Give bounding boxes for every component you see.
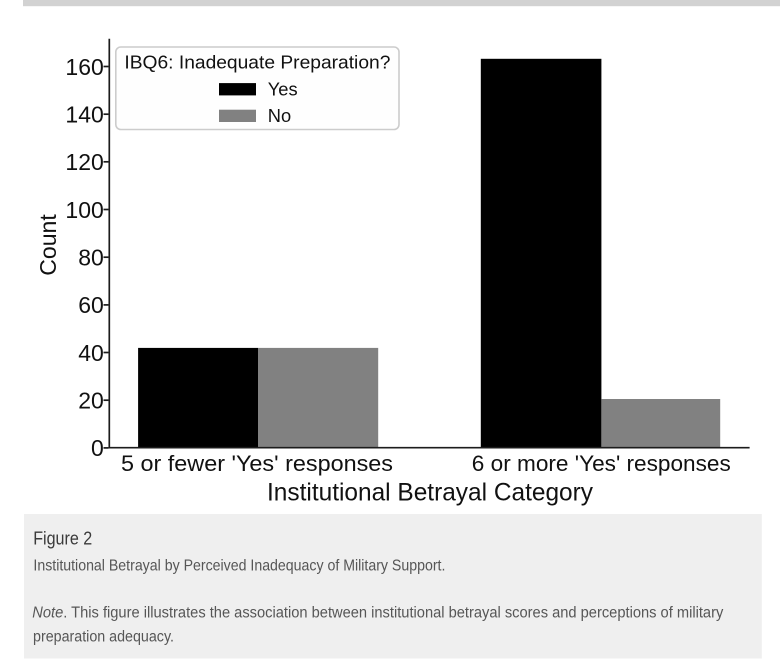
svg-text:IBQ6: Inadequate Preparation?: IBQ6: Inadequate Preparation?: [124, 52, 390, 73]
svg-text:6 or more 'Yes' responses: 6 or more 'Yes' responses: [472, 451, 731, 476]
svg-text:No: No: [268, 105, 291, 126]
svg-text:20: 20: [78, 387, 104, 413]
svg-text:preparation adequacy.: preparation adequacy.: [33, 629, 174, 646]
svg-text:40: 40: [78, 340, 104, 366]
svg-text:Institutional Betrayal by Perc: Institutional Betrayal by Perceived Inad…: [33, 558, 445, 575]
svg-text:5 or fewer 'Yes' responses: 5 or fewer 'Yes' responses: [121, 451, 393, 476]
svg-text:140: 140: [65, 101, 103, 127]
svg-text:60: 60: [78, 292, 104, 318]
svg-text:100: 100: [65, 197, 103, 223]
svg-text:Figure 2: Figure 2: [33, 529, 92, 549]
svg-text:Count: Count: [35, 214, 61, 276]
svg-text:Institutional Betrayal Categor: Institutional Betrayal Category: [267, 479, 593, 507]
svg-text:Yes: Yes: [268, 78, 298, 99]
svg-text:160: 160: [65, 54, 103, 80]
svg-text:Note. This figure illustrates: Note. This figure illustrates the associ…: [32, 605, 723, 622]
svg-text:0: 0: [91, 435, 104, 461]
svg-text:80: 80: [78, 244, 104, 270]
svg-text:120: 120: [65, 149, 103, 175]
